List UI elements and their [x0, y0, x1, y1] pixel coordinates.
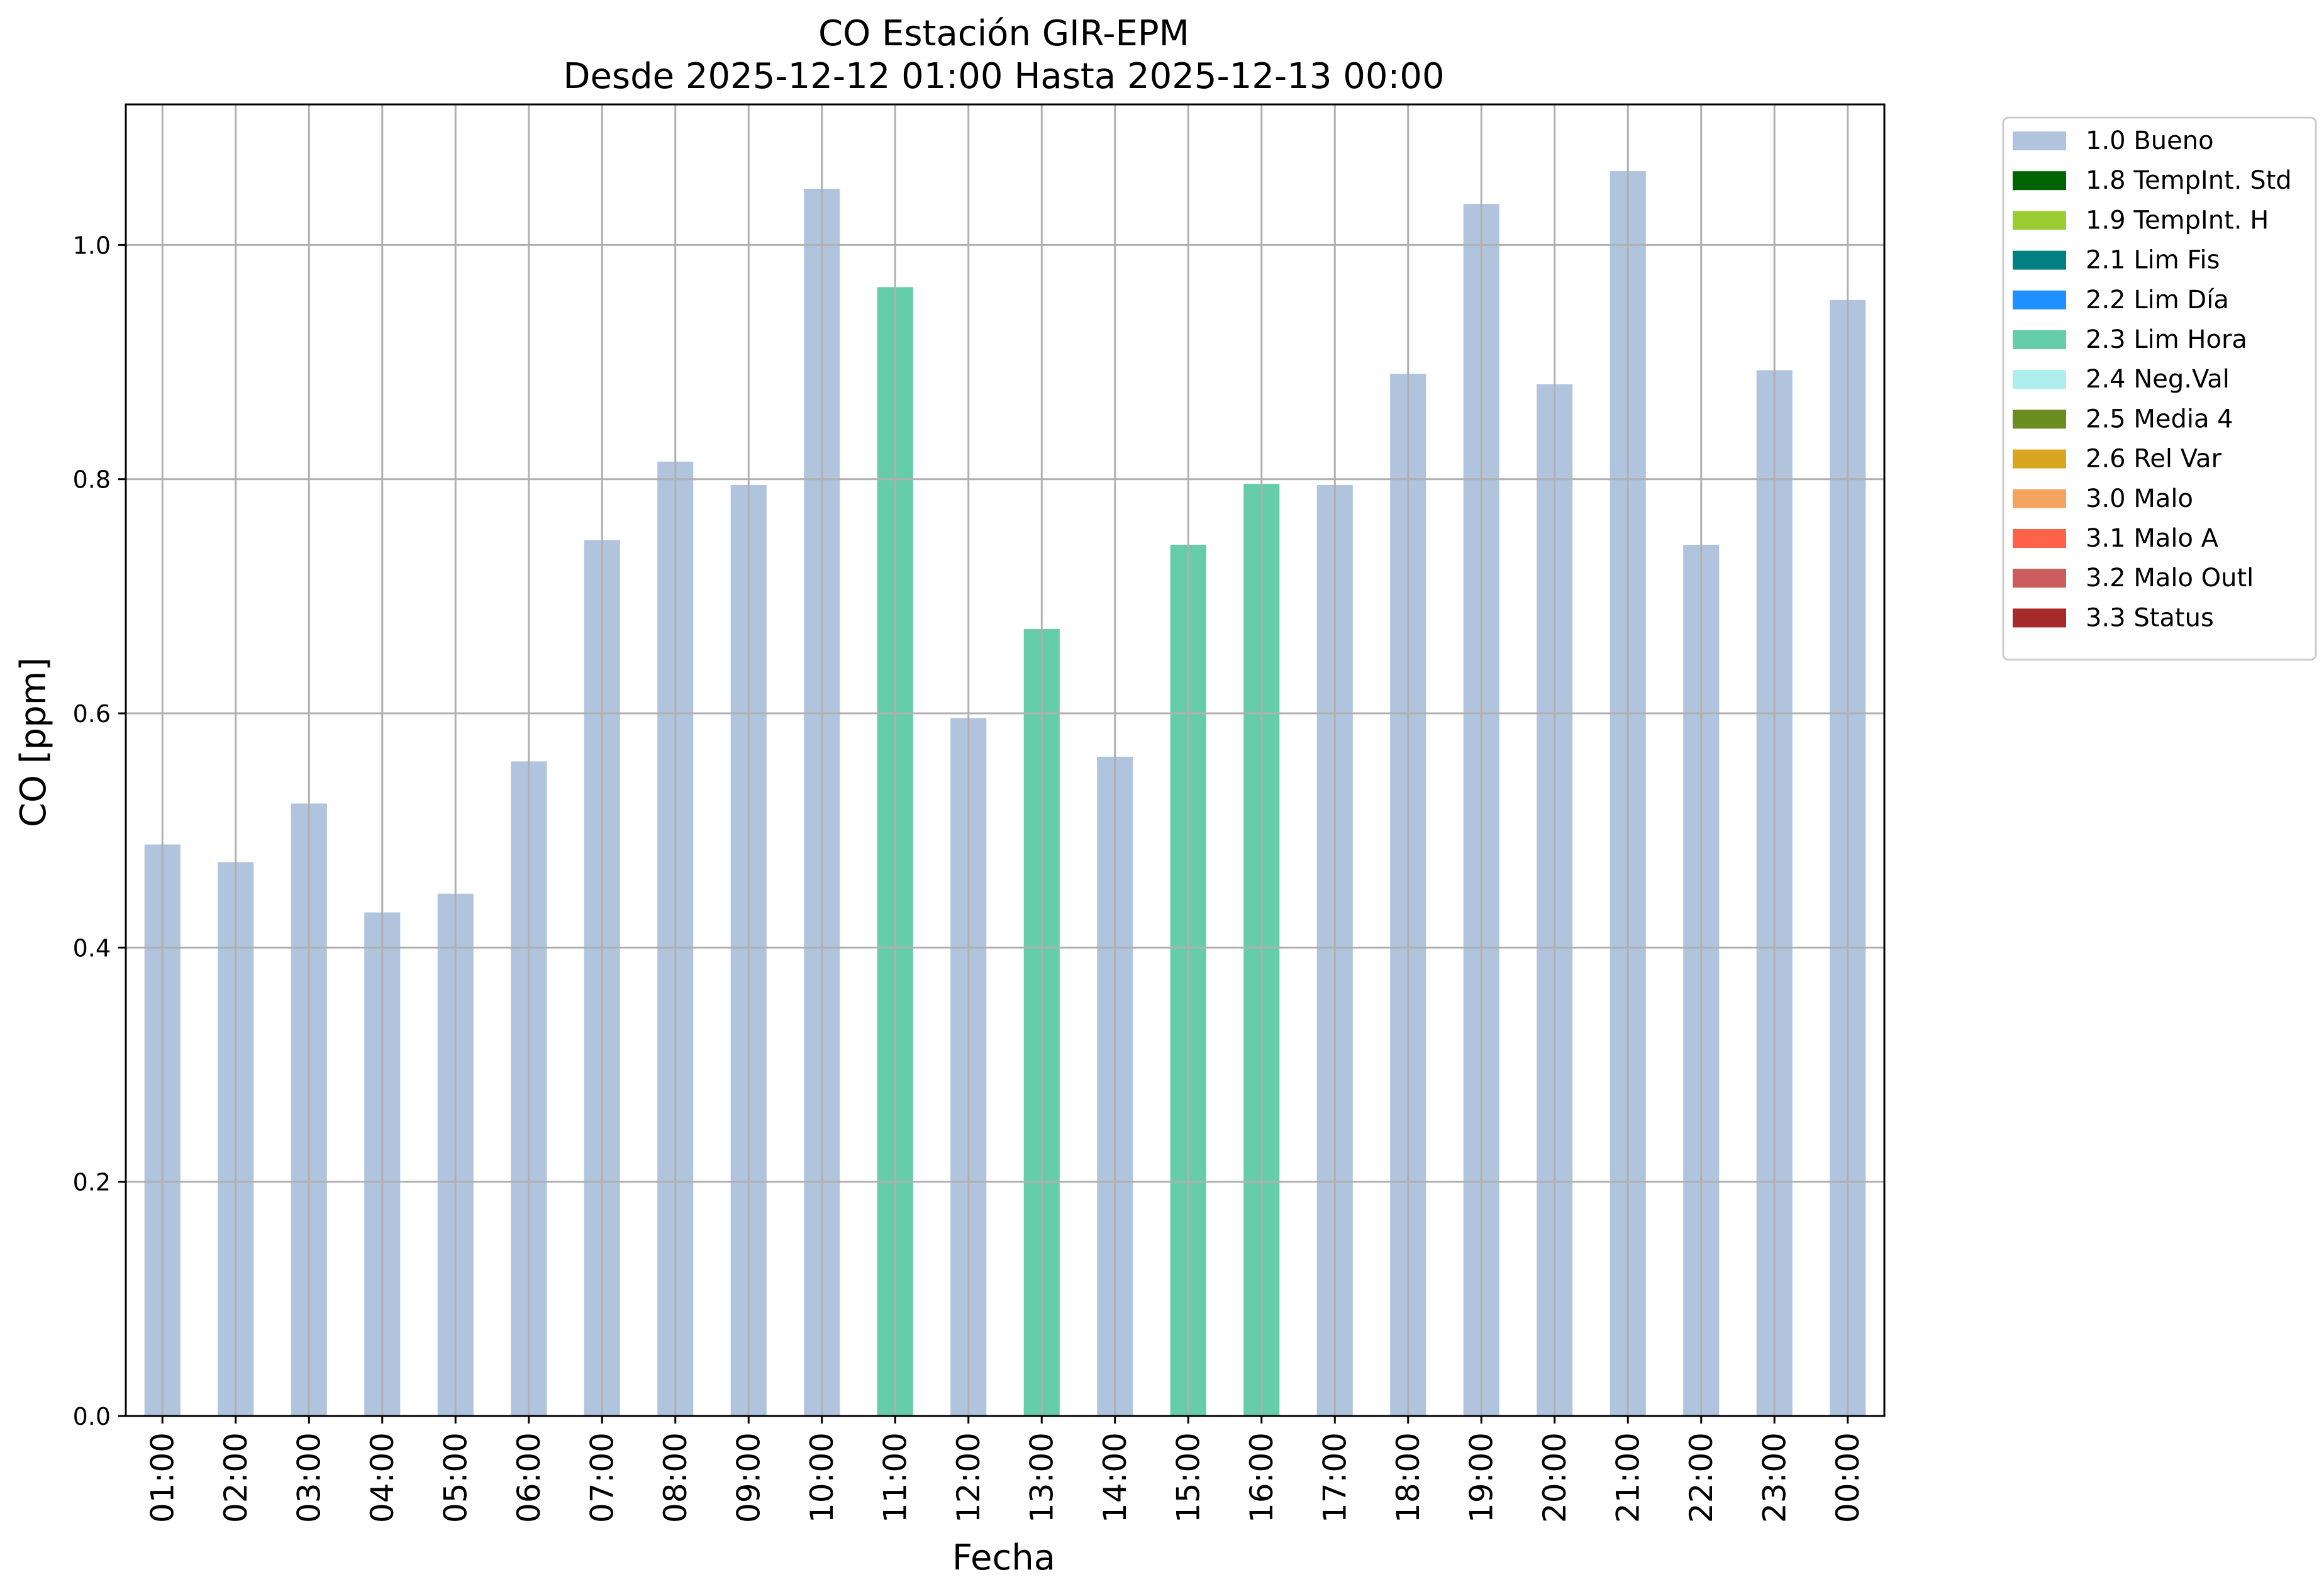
x-tick-label: 21:00	[1610, 1432, 1646, 1523]
legend-label: 1.9 TempInt. H	[2086, 206, 2269, 235]
legend-frame	[2002, 116, 2317, 661]
legend-label: 2.1 Lim Fis	[2086, 246, 2220, 275]
legend-swatch	[2013, 131, 2066, 150]
x-tick-label: 10:00	[804, 1432, 840, 1523]
legend-label: 1.0 Bueno	[2086, 126, 2214, 155]
legend-swatch	[2013, 569, 2066, 588]
y-tick-label: 0.6	[73, 700, 111, 728]
legend-label: 3.1 Malo A	[2086, 524, 2219, 553]
x-tick-label: 17:00	[1316, 1432, 1353, 1523]
x-tick-label: 16:00	[1243, 1432, 1280, 1523]
legend-swatch	[2013, 370, 2066, 389]
y-tick-label: 0.2	[73, 1169, 111, 1196]
legend-swatch	[2013, 410, 2066, 429]
x-tick-label: 12:00	[950, 1432, 987, 1523]
plot-frame	[125, 103, 1886, 1417]
legend-swatch	[2013, 250, 2066, 270]
legend-label: 3.0 Malo	[2086, 484, 2193, 513]
legend-swatch	[2013, 608, 2066, 628]
x-tick-label: 20:00	[1537, 1432, 1573, 1523]
legend-swatch	[2013, 449, 2066, 469]
x-tick-label: 23:00	[1756, 1432, 1793, 1523]
y-tick-label: 0.8	[73, 466, 111, 494]
x-tick-label: 09:00	[730, 1432, 767, 1523]
x-tick-label: 19:00	[1463, 1432, 1499, 1523]
legend-swatch	[2013, 171, 2066, 191]
legend-swatch	[2013, 489, 2066, 508]
x-tick-label: 01:00	[144, 1432, 181, 1523]
x-tick-label: 04:00	[364, 1432, 401, 1523]
legend-label: 3.3 Status	[2086, 603, 2214, 632]
x-tick-label: 05:00	[437, 1432, 474, 1523]
x-tick-label: 18:00	[1390, 1432, 1426, 1523]
legend-label: 2.4 Neg.Val	[2086, 365, 2230, 394]
legend-label: 2.3 Lim Hora	[2086, 325, 2247, 354]
y-axis-label: CO [ppm]	[13, 657, 54, 827]
y-tick-label: 0.0	[73, 1403, 111, 1430]
x-tick-label: 22:00	[1683, 1432, 1720, 1523]
legend-swatch	[2013, 211, 2066, 230]
x-tick-label: 15:00	[1170, 1432, 1206, 1523]
x-tick-label: 11:00	[877, 1432, 913, 1523]
legend-label: 1.8 TempInt. Std	[2086, 166, 2292, 195]
legend-swatch	[2013, 290, 2066, 309]
legend-label: 2.6 Rel Var	[2086, 445, 2222, 474]
x-axis-label: Fecha	[952, 1537, 1055, 1578]
y-tick-label: 0.4	[73, 934, 111, 962]
legend-swatch	[2013, 529, 2066, 548]
x-tick-label: 08:00	[657, 1432, 694, 1523]
chart-subtitle: Desde 2025-12-12 01:00 Hasta 2025-12-13 …	[563, 56, 1444, 97]
x-tick-label: 02:00	[218, 1432, 254, 1523]
legend-label: 3.2 Malo Outl	[2086, 564, 2254, 593]
x-tick-label: 14:00	[1097, 1432, 1133, 1523]
legend: 1.0 Bueno 1.8 TempInt. Std 1.9 TempInt. H 2…	[2002, 116, 2317, 661]
x-tick-label: 13:00	[1023, 1432, 1060, 1523]
x-tick-label: 03:00	[291, 1432, 327, 1523]
x-tick-label: 06:00	[511, 1432, 547, 1523]
x-tick-label: 00:00	[1830, 1432, 1866, 1523]
legend-label: 2.2 Lim Día	[2086, 286, 2229, 315]
x-tick-label: 07:00	[584, 1432, 620, 1523]
y-tick-label: 1.0	[73, 231, 111, 259]
chart-title: CO Estación GIR-EPM	[818, 13, 1189, 54]
legend-label: 2.5 Media 4	[2086, 404, 2233, 433]
legend-swatch	[2013, 330, 2066, 349]
